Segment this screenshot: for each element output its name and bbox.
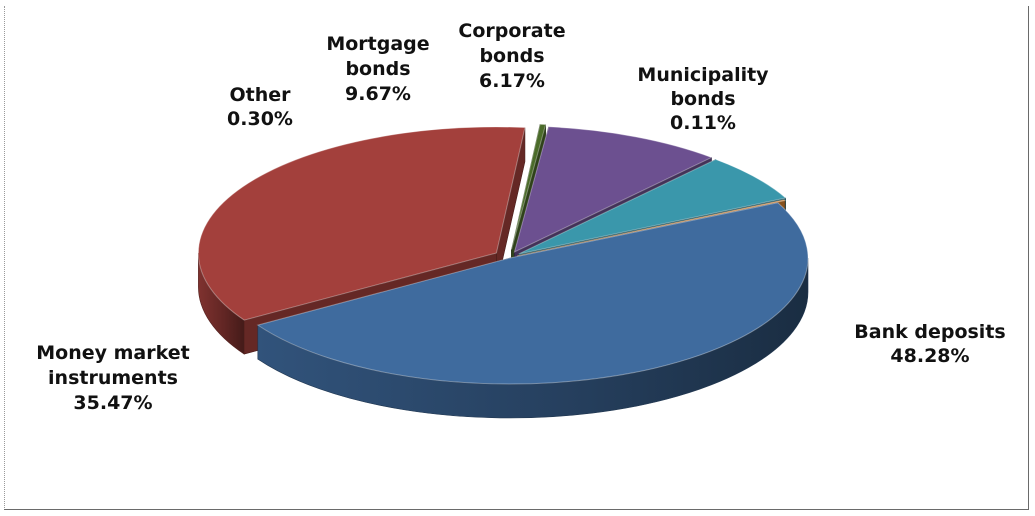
- slice-name-other: Other: [229, 84, 291, 106]
- label-bank-deposits: Bank deposits 48.28%: [854, 321, 1005, 367]
- slice-value-money-market: 35.47%: [73, 392, 152, 414]
- slice-top-mortgage-bonds: [513, 126, 713, 253]
- slice-top-other: [510, 123, 547, 250]
- slice-side-bank-deposits: [257, 257, 809, 419]
- slice-name-bank-deposits: Bank deposits: [854, 321, 1005, 343]
- slice-name-corporate-line1: Corporate: [458, 20, 565, 42]
- slice-name-money-market-line1: Money market: [36, 342, 189, 364]
- label-corporate-bonds: Corporate bonds 6.17%: [458, 20, 565, 92]
- slice-value-mortgage: 9.67%: [345, 83, 411, 105]
- slice-name-municipality-line2: bonds: [670, 88, 735, 110]
- slice-value-other: 0.30%: [227, 108, 293, 130]
- slice-value-bank-deposits: 48.28%: [890, 345, 969, 367]
- slice-name-corporate-line2: bonds: [479, 45, 544, 67]
- slice-value-municipality: 0.11%: [670, 112, 736, 134]
- slice-name-mortgage-line2: bonds: [345, 58, 410, 80]
- slice-top-municipality-bonds: [517, 199, 787, 257]
- slice-value-corporate: 6.17%: [479, 70, 545, 92]
- label-mortgage-bonds: Mortgage bonds 9.67%: [326, 33, 429, 105]
- slice-top-corporate-bonds: [518, 158, 787, 255]
- slice-top-bank-deposits: [256, 202, 809, 385]
- slice-top-money-market-instruments: [197, 126, 526, 321]
- slice-name-mortgage-line1: Mortgage: [326, 33, 429, 55]
- frame-right-border: [1028, 6, 1029, 510]
- label-other: Other 0.30%: [227, 84, 293, 130]
- label-money-market: Money market instruments 35.47%: [36, 342, 189, 414]
- label-municipality-bonds: Municipality bonds 0.11%: [637, 64, 769, 134]
- slice-name-municipality-line1: Municipality: [637, 64, 769, 86]
- frame-bottom-border: [4, 509, 1028, 510]
- frame-left-border: [4, 6, 5, 510]
- pie-tops: [197, 123, 809, 385]
- slice-name-money-market-line2: instruments: [48, 367, 178, 389]
